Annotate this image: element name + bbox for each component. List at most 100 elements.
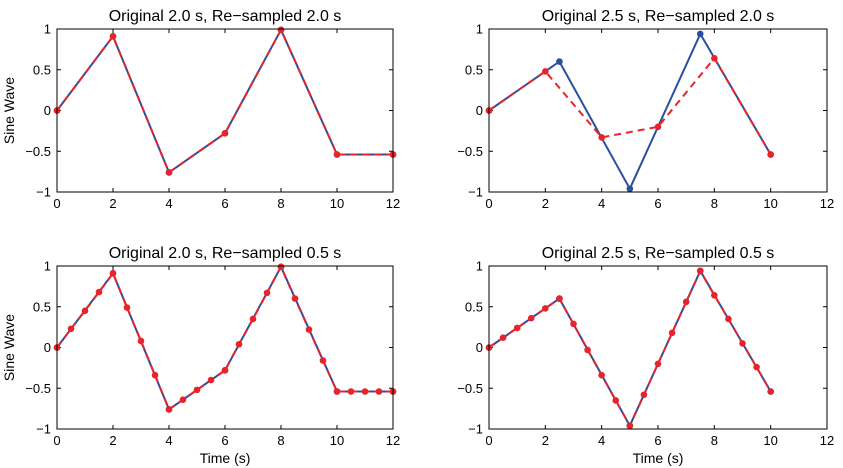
data-point-resampled: [640, 391, 648, 399]
x-tick-label: 6: [654, 196, 661, 211]
data-point-resampled: [221, 367, 229, 374]
y-tick-label: 1: [476, 22, 483, 37]
y-tick-label: 0.5: [33, 299, 51, 314]
axes-frame: [488, 28, 828, 193]
x-tick-label: 8: [277, 196, 284, 211]
x-tick-label: 4: [598, 196, 605, 211]
data-point-resampled: [570, 320, 577, 328]
data-point-resampled: [179, 396, 187, 403]
y-tick-label: −1: [36, 185, 51, 200]
data-point-resampled: [612, 397, 620, 404]
data-point-resampled: [123, 304, 131, 311]
data-point-resampled: [333, 388, 341, 395]
data-point-resampled: [767, 151, 774, 158]
data-point-resampled: [221, 130, 229, 137]
y-axis-label: Sine Wave: [1, 77, 17, 144]
y-tick-label: 0: [476, 103, 483, 118]
x-tick-label: 0: [53, 196, 60, 211]
series-line-resampled: [488, 269, 772, 427]
axes-frame: [56, 265, 394, 430]
x-tick-label: 8: [711, 196, 718, 211]
data-point-resampled: [542, 305, 549, 312]
y-tick-label: 0.5: [33, 62, 51, 77]
data-point-resampled: [193, 386, 201, 394]
x-tick-label: 12: [820, 433, 834, 448]
y-tick-label: −1: [468, 185, 483, 200]
data-point-resampled: [375, 388, 383, 395]
x-tick-label: 6: [221, 433, 228, 448]
x-tick-label: 10: [330, 433, 344, 448]
data-point-resampled: [499, 334, 507, 342]
x-tick-label: 4: [598, 433, 605, 448]
y-tick-label: 0.5: [465, 62, 483, 77]
data-point-resampled: [137, 337, 145, 345]
x-tick-label: 10: [330, 196, 344, 211]
subplot-2: Original 2.5 s, Re−sampled 2.0 s0 2 4 6 8 10 1…: [457, 8, 834, 211]
x-tick-label: 8: [277, 433, 284, 448]
axes-frame: [56, 28, 394, 193]
y-tick-label: 1: [476, 259, 483, 274]
data-point-resampled: [527, 314, 535, 322]
x-tick-label: 0: [485, 196, 492, 211]
subplot-title: Original 2.5 s, Re−sampled 2.0 s: [542, 8, 775, 25]
x-tick-label: 2: [542, 433, 549, 448]
data-point-resampled: [109, 270, 117, 277]
data-point-resampled: [263, 289, 271, 297]
data-point-resampled: [598, 371, 605, 379]
subplot-1: Original 2.0 s, Re−sampled 2.0 s0 2 4 6 8 10 1…: [1, 8, 400, 211]
x-tick-label: 6: [654, 433, 661, 448]
series-line-resampled: [56, 28, 393, 174]
data-point-resampled: [598, 134, 605, 141]
data-point-resampled: [165, 406, 173, 413]
y-tick-label: 0: [44, 340, 51, 355]
series-line-original: [56, 28, 393, 174]
x-tick-label: 12: [820, 196, 834, 211]
y-tick-label: −0.5: [457, 381, 483, 396]
data-point-resampled: [513, 324, 521, 332]
x-tick-label: 12: [386, 433, 400, 448]
y-tick-label: 0: [44, 103, 51, 118]
data-point-resampled: [626, 422, 634, 430]
series-line-resampled: [56, 265, 393, 411]
data-point-resampled: [725, 315, 732, 323]
data-point-resampled: [165, 169, 173, 176]
data-point-resampled: [347, 388, 355, 395]
subplot-4: Original 2.5 s, Re−sampled 0.5 s0 2 4 6 8 10 1…: [457, 245, 834, 466]
x-tick-label: 12: [386, 196, 400, 211]
subplot-title: Original 2.0 s, Re−sampled 0.5 s: [109, 245, 342, 262]
data-point-resampled: [739, 340, 746, 347]
x-tick-label: 4: [165, 196, 172, 211]
x-axis-label: Time (s): [200, 450, 251, 466]
data-point-original: [556, 58, 563, 65]
data-point-resampled: [682, 298, 690, 306]
data-point-resampled: [249, 315, 257, 323]
data-point-resampled: [668, 329, 676, 337]
y-axis-label: Sine Wave: [1, 314, 17, 381]
data-point-resampled: [711, 55, 718, 62]
y-tick-label: 0.5: [465, 299, 483, 314]
x-tick-label: 6: [221, 196, 228, 211]
data-point-resampled: [333, 151, 341, 158]
x-tick-label: 10: [763, 196, 777, 211]
x-tick-label: 4: [165, 433, 172, 448]
data-point-resampled: [319, 357, 327, 364]
data-point-resampled: [696, 267, 704, 275]
x-tick-label: 0: [53, 433, 60, 448]
data-point-resampled: [542, 68, 549, 75]
data-point-resampled: [753, 363, 760, 371]
y-tick-label: 1: [44, 259, 51, 274]
data-point-resampled: [556, 295, 563, 302]
x-axis-label: Time (s): [633, 450, 684, 466]
data-point-resampled: [305, 326, 313, 333]
data-point-resampled: [654, 123, 662, 131]
data-point-resampled: [291, 295, 299, 302]
axes-frame: [488, 265, 828, 430]
y-tick-label: −1: [36, 422, 51, 437]
y-tick-label: −0.5: [25, 381, 51, 396]
y-tick-label: −0.5: [25, 144, 51, 159]
data-point-resampled: [207, 376, 215, 384]
data-point-resampled: [361, 388, 369, 395]
x-tick-label: 8: [711, 433, 718, 448]
x-tick-label: 2: [109, 196, 116, 211]
